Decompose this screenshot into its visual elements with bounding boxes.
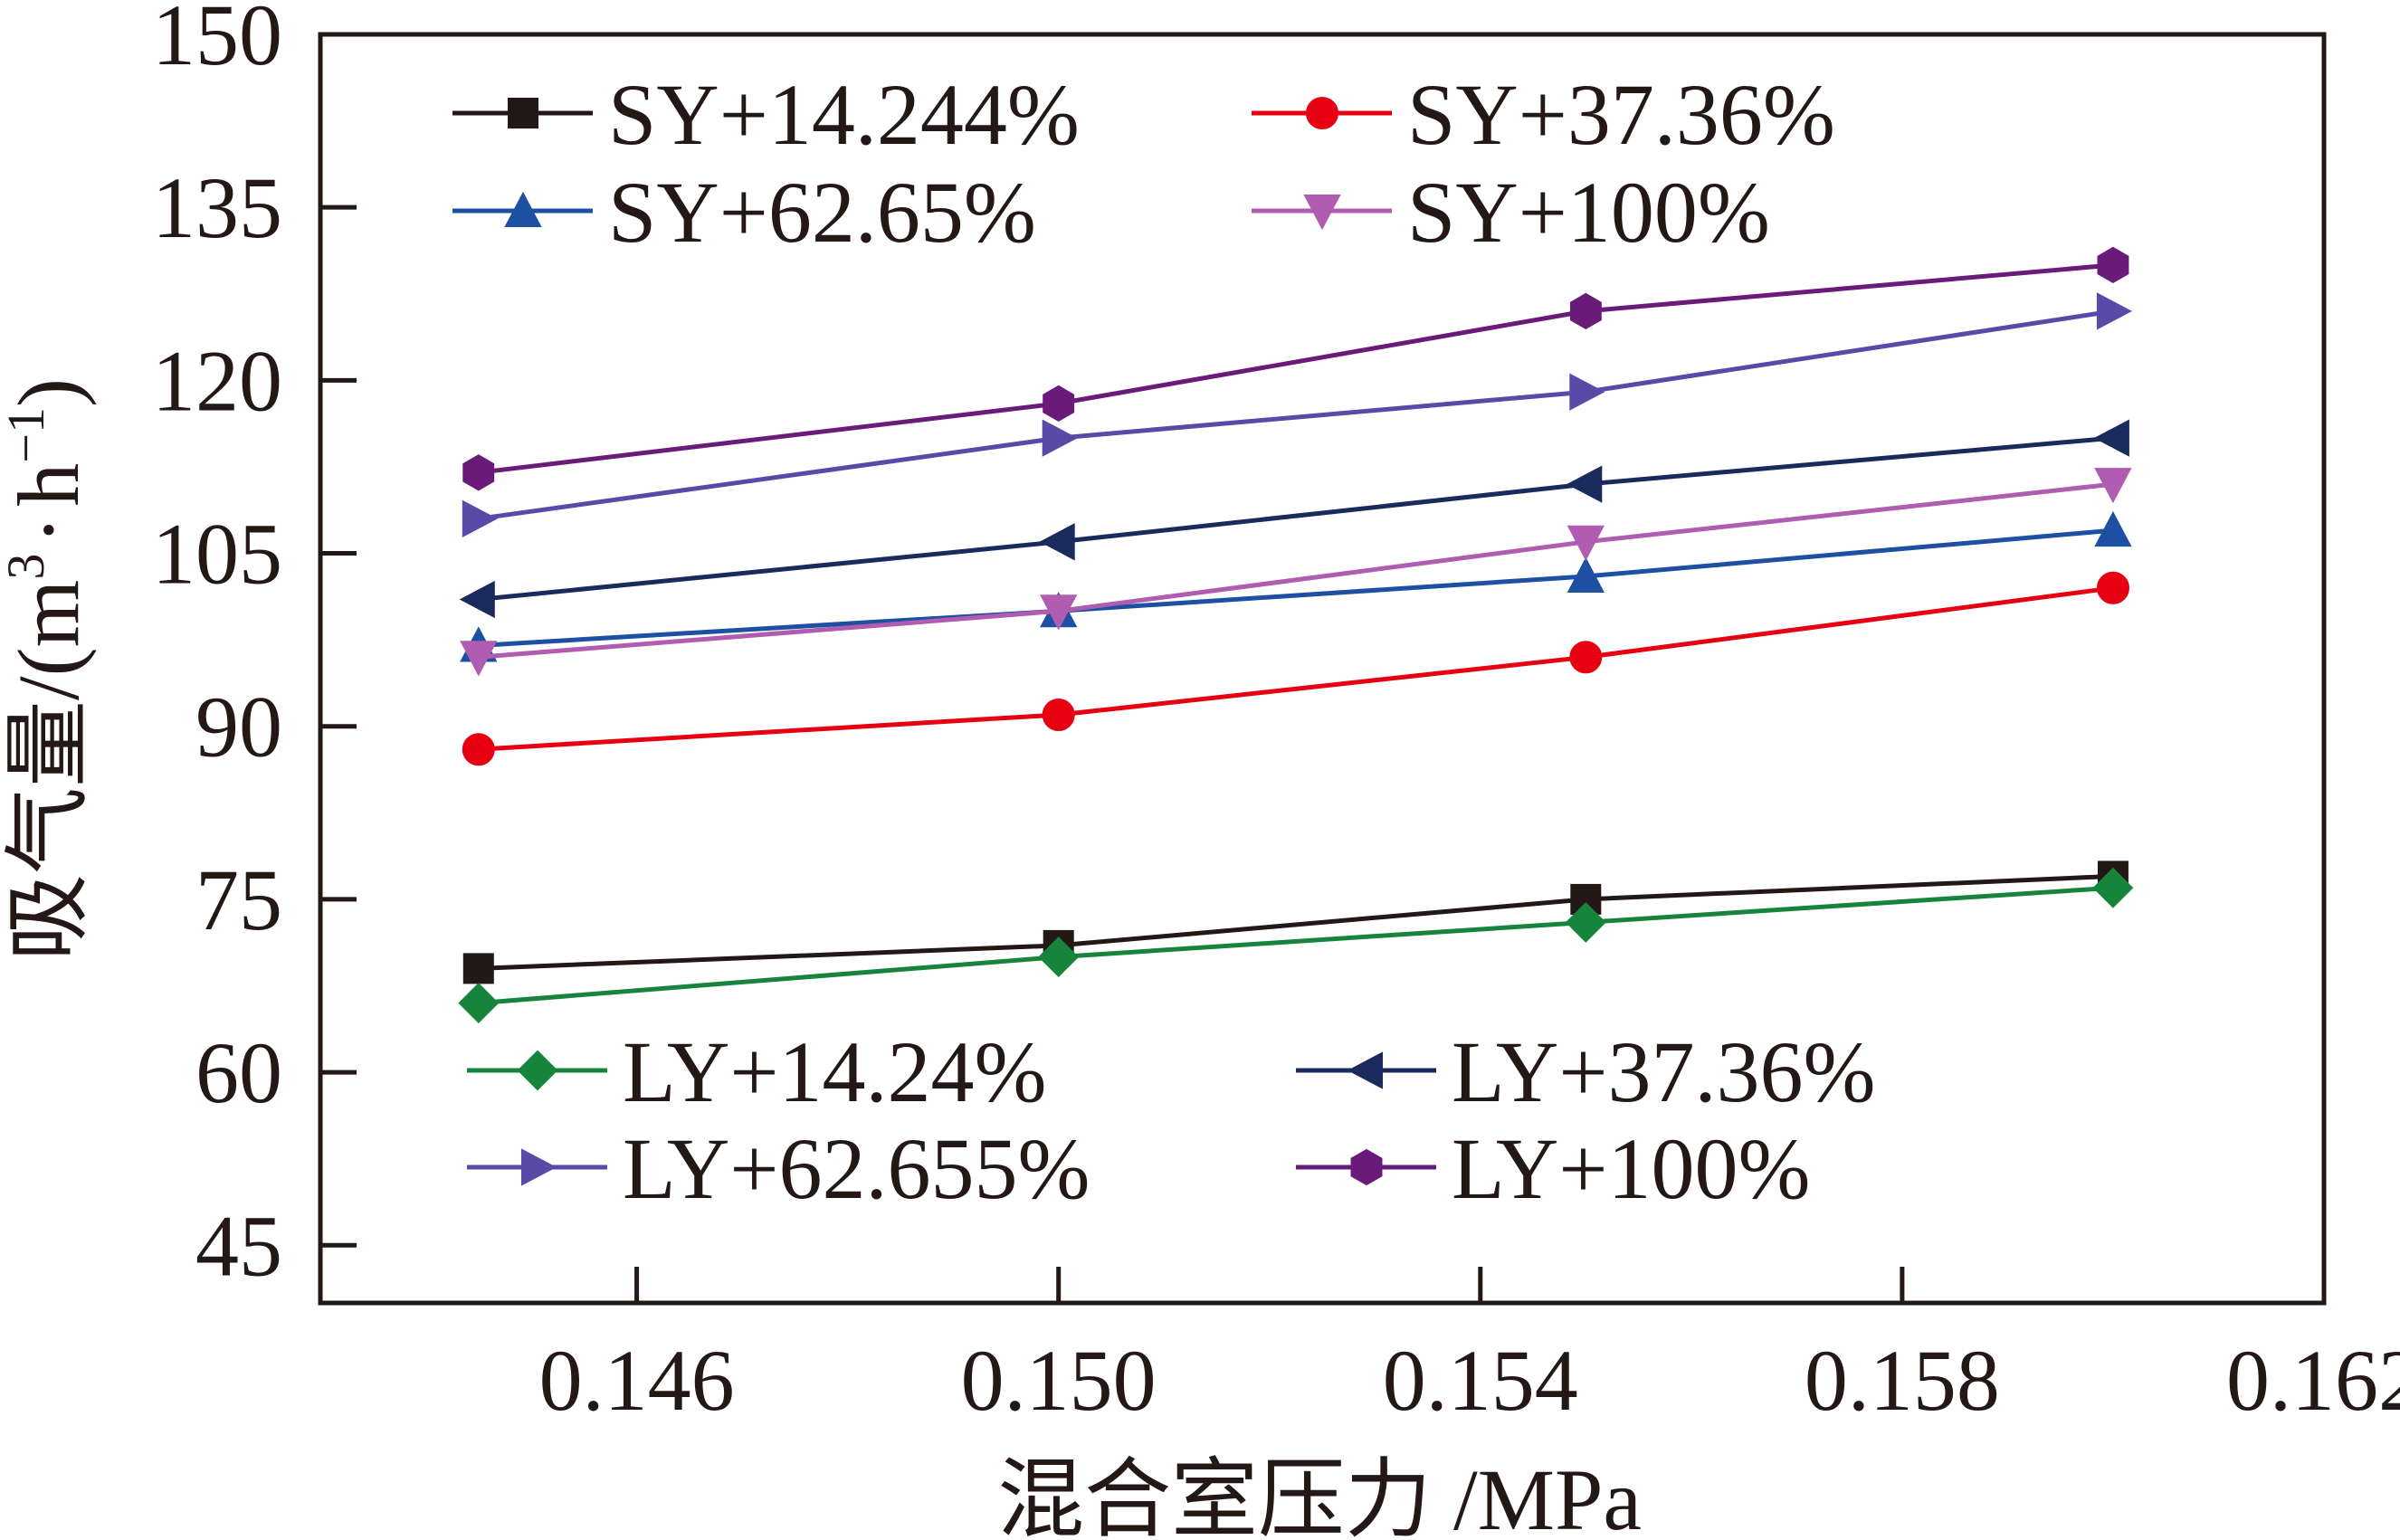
legend-marker: [508, 98, 538, 128]
series-2: [462, 571, 2129, 766]
legend-label: LY+37.36%: [1452, 1023, 1875, 1120]
y-axis-title-dot: ·: [0, 516, 97, 545]
y-axis-title: 吸气量/(m3 · h−1): [0, 378, 97, 961]
series-line: [478, 262, 2114, 475]
series-line: [478, 309, 2114, 521]
y-tick-label: 120: [152, 332, 282, 429]
legend-item: LY+100%: [1296, 1120, 1810, 1217]
y-tick-label: 75: [195, 851, 282, 948]
x-tick-label: 0.158: [1805, 1332, 2000, 1429]
legend-marker: [517, 1050, 558, 1091]
series-line: [478, 528, 2114, 648]
legend: SY+14.244% SY+37.36% SY+62.65% SY+100% LY+14…: [452, 66, 1875, 1217]
legend-marker: [1306, 97, 1338, 129]
legend-marker: [504, 191, 542, 227]
series-4: [460, 468, 2132, 677]
legend-marker: [1347, 1051, 1383, 1089]
data-point: [1567, 556, 1605, 593]
data-point: [1565, 901, 1606, 943]
y-tick-label: 60: [195, 1024, 282, 1121]
data-point: [462, 499, 498, 537]
series-line: [478, 481, 2114, 660]
data-point: [2096, 292, 2133, 330]
x-tick-label: 0.150: [961, 1332, 1157, 1429]
legend-item: SY+62.65%: [452, 164, 1036, 261]
y-tick-label: 150: [152, 0, 282, 83]
legend-item: SY+100%: [1252, 164, 1770, 261]
series-1: [462, 860, 2129, 984]
legend-label: SY+14.244%: [608, 66, 1080, 163]
legend-label: LY+14.24%: [623, 1023, 1046, 1120]
data-point: [2093, 419, 2129, 457]
data-point: [2094, 510, 2132, 547]
series-line: [478, 585, 2114, 752]
series-7: [462, 292, 2133, 537]
y-axis-title-suffix: ): [0, 378, 97, 407]
series-line: [478, 435, 2114, 602]
legend-label: SY+62.65%: [608, 164, 1036, 261]
y-axis-title-sup2: −1: [0, 407, 55, 463]
x-tick-label: 0.162: [2226, 1332, 2400, 1429]
legend-item: LY+62.655%: [467, 1120, 1090, 1217]
y-axis-title-prefix: 吸气量/(m: [0, 580, 97, 961]
series-line: [478, 873, 2114, 971]
legend-item: SY+14.244%: [452, 66, 1080, 163]
data-point: [1042, 698, 1075, 731]
legend-marker: [1350, 1148, 1383, 1186]
data-point: [1038, 936, 1080, 978]
series-5: [458, 867, 2134, 1024]
data-point: [1569, 373, 1605, 411]
data-point: [458, 983, 500, 1024]
y-axis-title-sup1: 3: [0, 554, 55, 580]
series-6: [459, 419, 2129, 619]
data-point: [2094, 468, 2132, 504]
data-point: [462, 454, 495, 491]
y-tick-label: 90: [195, 679, 282, 775]
x-tick-label: 0.146: [539, 1332, 735, 1429]
legend-marker: [521, 1148, 557, 1186]
data-point: [1569, 292, 1602, 330]
legend-label: LY+62.655%: [623, 1120, 1090, 1217]
legend-marker: [1303, 195, 1341, 231]
y-tick-label: 105: [152, 506, 282, 603]
legend-label: SY+37.36%: [1407, 66, 1835, 163]
legend-item: LY+37.36%: [1296, 1023, 1875, 1120]
data-point: [2092, 867, 2134, 908]
data-point: [459, 580, 495, 619]
x-axis-title: 混合室压力 /MPa: [997, 1451, 1642, 1540]
data-point: [462, 953, 494, 984]
series-layer: [458, 246, 2134, 1024]
legend-label: LY+100%: [1452, 1120, 1810, 1217]
y-tick-label: 45: [195, 1197, 282, 1294]
plot-frame: [318, 32, 2327, 1306]
x-axis: 0.146 0.150 0.154 0.158 0.162: [539, 1267, 2400, 1429]
data-point: [462, 733, 495, 766]
data-point: [1567, 525, 1605, 561]
legend-label: SY+100%: [1407, 164, 1770, 261]
data-point: [1569, 641, 1603, 674]
legend-item: LY+14.24%: [467, 1023, 1046, 1120]
data-point: [1040, 594, 1078, 631]
data-point: [460, 641, 498, 677]
data-point: [1567, 465, 1603, 503]
data-point: [2096, 571, 2129, 604]
y-axis: 45 60 75 90 105 120 135 150: [152, 0, 357, 1294]
series-8: [462, 246, 2129, 491]
series-line: [478, 885, 2114, 1006]
data-point: [1043, 385, 1075, 423]
y-axis-title-h: h: [0, 463, 97, 507]
legend-item: SY+37.36%: [1252, 66, 1835, 163]
y-tick-label: 135: [152, 159, 282, 256]
data-point: [1042, 419, 1078, 457]
data-point: [2097, 246, 2129, 284]
data-point: [1039, 523, 1075, 561]
x-tick-label: 0.154: [1383, 1332, 1578, 1429]
